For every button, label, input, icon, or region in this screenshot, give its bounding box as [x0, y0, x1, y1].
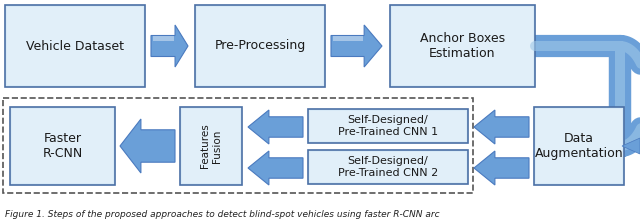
Bar: [3, 98, 473, 193]
Bar: [5, 5, 145, 87]
Bar: [195, 5, 325, 87]
Text: Self-Designed/
Pre-Trained CNN 2: Self-Designed/ Pre-Trained CNN 2: [338, 156, 438, 178]
Bar: [7, 7, 143, 85]
Bar: [534, 107, 624, 185]
Text: Faster
R-CNN: Faster R-CNN: [42, 132, 83, 160]
Bar: [390, 5, 535, 87]
Bar: [197, 7, 323, 85]
Polygon shape: [248, 151, 303, 185]
Text: Self-Designed/
Pre-Trained CNN 1: Self-Designed/ Pre-Trained CNN 1: [338, 115, 438, 137]
Polygon shape: [474, 110, 529, 144]
Polygon shape: [153, 36, 174, 41]
Polygon shape: [151, 25, 188, 67]
Bar: [310, 111, 466, 141]
Text: Data
Augmentation: Data Augmentation: [534, 132, 623, 160]
Bar: [12, 109, 113, 183]
Text: Features
Fusion: Features Fusion: [200, 124, 222, 168]
Text: Pre-Processing: Pre-Processing: [214, 40, 306, 53]
Text: Vehicle Dataset: Vehicle Dataset: [26, 40, 124, 53]
Polygon shape: [120, 119, 175, 173]
Bar: [10, 107, 115, 185]
Bar: [536, 109, 622, 183]
Polygon shape: [331, 25, 382, 67]
Polygon shape: [248, 110, 303, 144]
Polygon shape: [474, 151, 529, 185]
Bar: [308, 150, 468, 184]
Text: Figure 1. Steps of the proposed approaches to detect blind-spot vehicles using f: Figure 1. Steps of the proposed approach…: [5, 210, 440, 219]
Bar: [182, 109, 240, 183]
Polygon shape: [333, 36, 363, 41]
Bar: [180, 107, 242, 185]
Polygon shape: [622, 138, 640, 154]
Bar: [310, 152, 466, 182]
Bar: [392, 7, 533, 85]
Text: Anchor Boxes
Estimation: Anchor Boxes Estimation: [420, 32, 505, 60]
Bar: [308, 109, 468, 143]
